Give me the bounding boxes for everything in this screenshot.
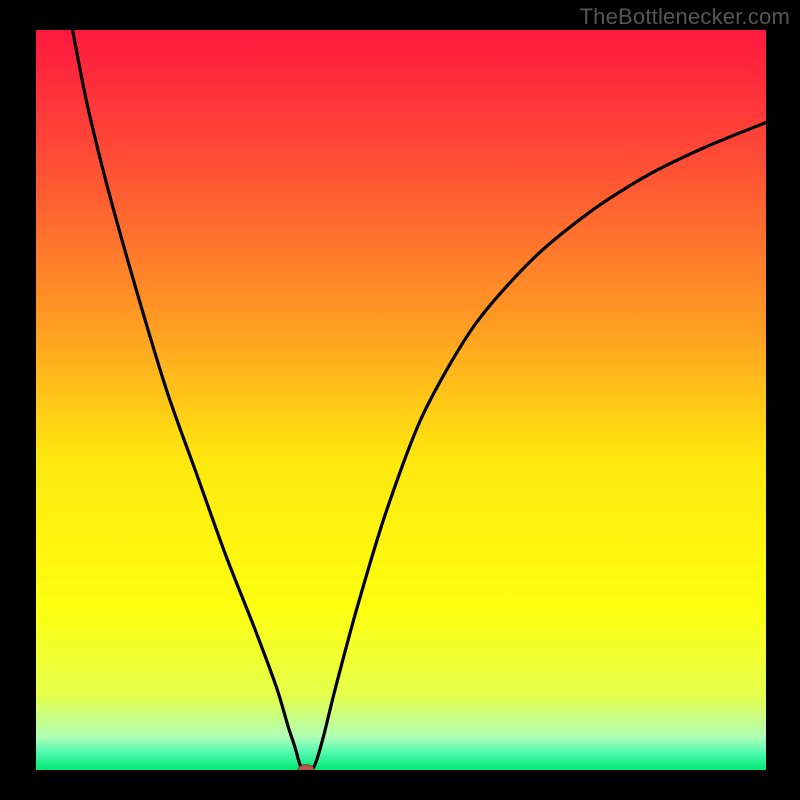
plot-area — [36, 30, 766, 770]
watermark-text: TheBottlenecker.com — [580, 4, 790, 30]
plot-svg — [36, 30, 766, 770]
gradient-background — [36, 30, 766, 770]
chart-container: TheBottlenecker.com — [0, 0, 800, 800]
